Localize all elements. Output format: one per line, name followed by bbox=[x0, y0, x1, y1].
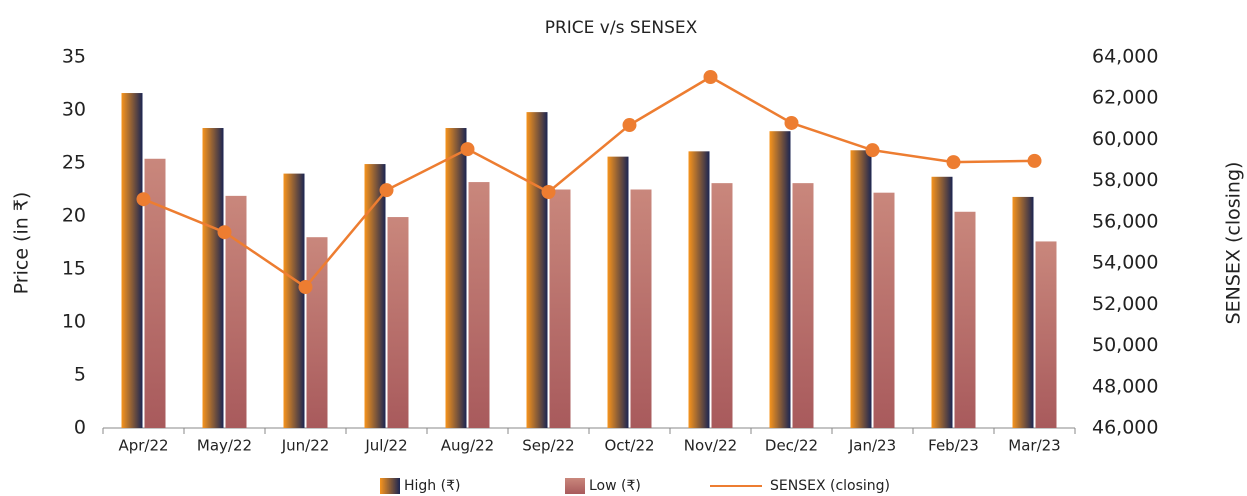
y2-tick-label: 48,000 bbox=[1092, 375, 1158, 397]
marker bbox=[622, 118, 637, 133]
x-tick-label: Nov/22 bbox=[684, 437, 737, 455]
x-tick-label: Apr/22 bbox=[118, 437, 168, 455]
bar bbox=[688, 151, 710, 428]
chart-title: PRICE v/s SENSEX bbox=[545, 18, 698, 38]
bar bbox=[711, 183, 733, 428]
marker bbox=[379, 183, 394, 198]
y2-tick-label: 46,000 bbox=[1092, 417, 1158, 439]
bar bbox=[549, 189, 571, 428]
bar bbox=[792, 183, 814, 428]
y-tick-label: 20 bbox=[62, 205, 86, 227]
x-tick-label: Oct/22 bbox=[604, 437, 654, 455]
bar bbox=[387, 217, 409, 428]
y-axis-label: Price (in ₹) bbox=[11, 192, 33, 295]
bar bbox=[607, 156, 629, 428]
y2-tick-label: 56,000 bbox=[1092, 210, 1158, 232]
marker bbox=[784, 115, 799, 130]
bar bbox=[931, 176, 953, 428]
y2-tick-label: 60,000 bbox=[1092, 128, 1158, 150]
marker bbox=[865, 143, 880, 158]
y-tick-label: 35 bbox=[62, 46, 86, 68]
bar bbox=[1012, 196, 1034, 428]
bar bbox=[364, 164, 386, 428]
y-tick-label: 30 bbox=[62, 99, 86, 121]
marker bbox=[136, 192, 151, 207]
y2-tick-label: 64,000 bbox=[1092, 46, 1158, 68]
y-tick-label: 10 bbox=[62, 311, 86, 333]
bar bbox=[468, 182, 490, 428]
bar bbox=[769, 131, 791, 428]
bar bbox=[283, 173, 305, 428]
y2-tick-label: 58,000 bbox=[1092, 169, 1158, 191]
bar bbox=[873, 192, 895, 428]
legend-label: Low (₹) bbox=[589, 478, 641, 494]
y-tick-label: 5 bbox=[74, 364, 86, 386]
y2-axis-label: SENSEX (closing) bbox=[1223, 162, 1245, 325]
x-tick-label: Aug/22 bbox=[441, 437, 494, 455]
bar bbox=[202, 128, 224, 428]
legend-label: SENSEX (closing) bbox=[770, 478, 890, 494]
x-tick-label: Sep/22 bbox=[522, 437, 574, 455]
bar bbox=[121, 93, 143, 428]
x-tick-label: Feb/23 bbox=[928, 437, 979, 455]
y-tick-label: 0 bbox=[74, 417, 86, 439]
bar bbox=[526, 112, 548, 429]
y2-tick-label: 54,000 bbox=[1092, 252, 1158, 274]
x-tick-label: Jan/23 bbox=[848, 437, 896, 455]
marker bbox=[946, 155, 961, 170]
bar bbox=[1035, 241, 1057, 428]
x-tick-label: Jun/22 bbox=[281, 437, 330, 455]
bar bbox=[630, 189, 652, 428]
marker bbox=[1027, 153, 1042, 168]
marker bbox=[541, 185, 556, 200]
y2-tick-label: 62,000 bbox=[1092, 87, 1158, 109]
marker bbox=[460, 142, 475, 157]
x-tick-label: Dec/22 bbox=[765, 437, 818, 455]
bar bbox=[954, 211, 976, 428]
marker bbox=[217, 225, 232, 240]
x-tick-label: Mar/23 bbox=[1008, 437, 1060, 455]
legend-label: High (₹) bbox=[404, 478, 460, 494]
y2-tick-label: 50,000 bbox=[1092, 334, 1158, 356]
bar bbox=[144, 158, 166, 428]
y-tick-label: 15 bbox=[62, 258, 86, 280]
x-tick-label: Jul/22 bbox=[364, 437, 407, 455]
marker bbox=[298, 280, 313, 295]
legend-swatch bbox=[565, 478, 585, 494]
y-tick-label: 25 bbox=[62, 152, 86, 174]
y2-tick-label: 52,000 bbox=[1092, 293, 1158, 315]
x-tick-label: May/22 bbox=[197, 437, 252, 455]
line bbox=[143, 75, 1035, 289]
bar bbox=[225, 195, 247, 428]
bar bbox=[445, 128, 467, 428]
legend-swatch bbox=[380, 478, 400, 494]
bar bbox=[850, 150, 872, 428]
marker bbox=[703, 69, 718, 84]
